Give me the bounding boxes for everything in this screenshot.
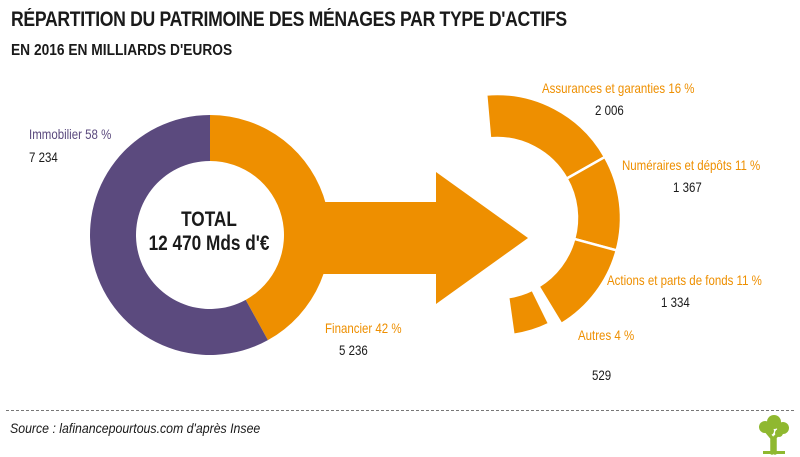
slice-value-actions: 1 334 (661, 294, 690, 310)
slice-label-actions: Actions et parts de fonds 11 % (607, 272, 762, 288)
chart-canvas (89, 92, 623, 355)
chart-subtitle: EN 2016 EN MILLIARDS D'EUROS (11, 42, 233, 59)
slice-label-financier: Financier 42 % (325, 320, 402, 336)
ring-slice-autres (506, 288, 551, 337)
tree-icon (759, 415, 789, 455)
slice-value-assurances: 2 006 (595, 102, 624, 118)
donut-slice-immobilier (89, 115, 268, 355)
slice-label-autres: Autres 4 % (578, 327, 635, 343)
main-donut (89, 115, 330, 355)
slice-value-autres: 529 (592, 367, 612, 383)
ring-slice-actions (536, 237, 619, 326)
flow-arrow (300, 172, 528, 304)
slice-value-numeraires: 1 367 (673, 179, 702, 195)
total-value: 12 470 Mds d'€ (148, 232, 270, 255)
slice-label-assurances: Assurances et garanties 16 % (542, 80, 695, 96)
slice-value-financier: 5 236 (339, 342, 368, 358)
slice-label-numeraires: Numéraires et dépôts 11 % (622, 157, 761, 173)
total-title: TOTAL (181, 208, 237, 231)
slice-label-immobilier: Immobilier 58 % (29, 126, 112, 142)
footer-divider (6, 410, 794, 411)
slice-value-immobilier: 7 234 (29, 149, 58, 165)
breakdown-ring (484, 92, 623, 337)
source-note: Source : lafinancepourtous.com d'après I… (10, 420, 261, 436)
donut-slice-financier (210, 115, 330, 341)
chart-title: RÉPARTITION DU PATRIMOINE DES MÉNAGES PA… (11, 8, 567, 31)
